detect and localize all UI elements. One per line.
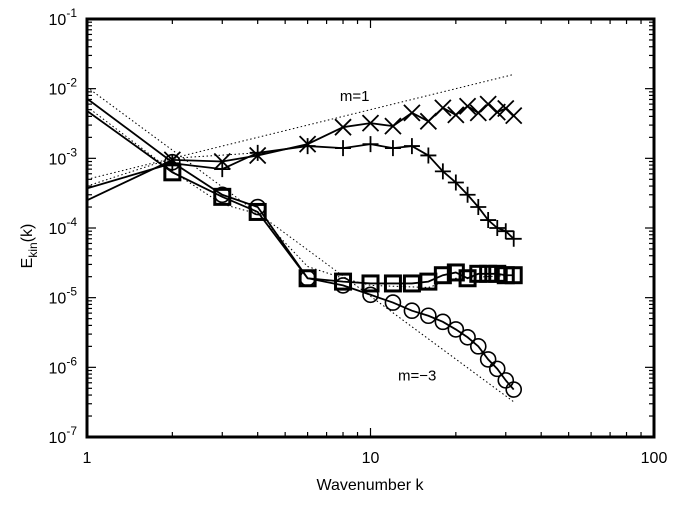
data-point-circle-marker — [362, 286, 379, 304]
data-point-plus-marker — [470, 199, 487, 216]
data-point-circle-marker — [505, 381, 523, 398]
reference-line-m1 — [86, 73, 514, 180]
y-tick-exponent: -6 — [66, 354, 77, 368]
data-point-circle-marker — [420, 307, 437, 325]
y-tick-base: 10 — [49, 430, 67, 447]
data-point-square-marker — [361, 274, 380, 293]
data-point-square-marker — [163, 163, 182, 182]
annotation-0: m=1 — [340, 88, 370, 105]
reference-lines — [86, 73, 515, 403]
y-tick-base: 10 — [49, 82, 67, 99]
y-tick-base: 10 — [49, 151, 67, 168]
y-tick-exponent: -2 — [66, 76, 77, 90]
x-tick-label: 1 — [83, 450, 92, 467]
annotation-layer: m=1 m=−3 — [340, 88, 436, 384]
data-point-plus-marker — [505, 230, 522, 247]
data-point-x-marker — [505, 107, 523, 125]
y-tick-base: 10 — [49, 12, 67, 29]
data-point-plus-marker — [403, 138, 420, 155]
data-point-plus-marker — [447, 174, 464, 191]
series-layer — [86, 95, 523, 398]
data-point-circle-marker — [403, 302, 421, 320]
x-tick-labels: 1 10 100 — [83, 450, 668, 467]
data-point-x-marker — [458, 97, 477, 115]
data-point-plus-marker — [362, 136, 379, 153]
data-point-circle-marker — [459, 328, 476, 346]
data-point-square-marker — [334, 272, 353, 291]
y-tick-label: 10-2 — [49, 76, 78, 99]
y-tick-label: 10-4 — [49, 215, 78, 238]
data-point-plus-marker — [420, 147, 437, 164]
data-point-plus-marker — [497, 223, 514, 240]
series-line-plus — [86, 143, 515, 240]
data-point-x-marker — [419, 112, 438, 130]
data-point-circle-marker — [384, 294, 402, 311]
data-point-x-marker — [434, 99, 452, 117]
y-tick-base: 10 — [49, 221, 67, 238]
data-point-plus-marker — [489, 220, 506, 236]
series-x — [86, 95, 523, 202]
x-tick-label: 100 — [641, 450, 668, 467]
x-tick-label: 10 — [362, 450, 380, 467]
data-point-circle-marker — [488, 360, 506, 378]
data-point-square-marker — [504, 266, 523, 285]
y-axis-title-base: E — [19, 258, 36, 269]
y-tick-label: 10-3 — [49, 145, 78, 168]
y-tick-label: 10-5 — [49, 285, 78, 308]
y-tick-base: 10 — [49, 291, 67, 308]
y-tick-exponent: -3 — [66, 145, 77, 159]
data-point-plus-marker — [434, 163, 451, 180]
data-point-plus-marker — [249, 144, 266, 161]
y-tick-label: 10-6 — [49, 354, 78, 377]
y-tick-base: 10 — [49, 360, 67, 377]
data-point-plus-marker — [335, 140, 352, 157]
data-point-square-marker — [433, 266, 452, 285]
data-point-circle-marker — [447, 321, 465, 338]
data-point-plus-marker — [299, 138, 316, 155]
data-point-square-marker — [298, 269, 317, 288]
data-point-square-marker — [446, 263, 465, 282]
data-point-square-marker — [248, 202, 267, 221]
data-point-x-marker — [334, 118, 352, 136]
data-point-circle-marker — [434, 313, 452, 331]
y-tick-labels: 10-710-610-510-410-310-210-1 — [49, 6, 78, 447]
data-point-plus-marker — [214, 161, 231, 178]
data-point-plus-marker — [459, 186, 476, 203]
tick-layer — [86, 19, 654, 438]
y-tick-label: 10-7 — [49, 424, 78, 447]
data-point-circle-marker — [164, 153, 181, 171]
annotation-1: m=−3 — [398, 367, 436, 384]
x-axis-title: Wavenumber k — [317, 477, 425, 494]
y-tick-label: 10-1 — [49, 6, 78, 29]
data-point-x-marker — [403, 104, 421, 122]
y-tick-exponent: -4 — [66, 215, 77, 229]
data-point-square-marker — [479, 264, 498, 283]
data-point-x-marker — [447, 106, 465, 124]
data-point-x-marker — [488, 103, 506, 121]
data-point-circle-marker — [479, 351, 497, 368]
y-tick-exponent: -5 — [66, 285, 77, 299]
y-tick-exponent: -1 — [66, 6, 77, 20]
y-tick-exponent: -7 — [66, 424, 77, 438]
y-axis-title-sub: kin — [26, 242, 40, 257]
reference-line-m3 — [86, 86, 515, 403]
y-axis-title: Ekin(k) — [19, 224, 40, 269]
data-point-square-marker — [213, 187, 232, 206]
data-point-x-marker — [361, 114, 380, 132]
data-point-x-marker — [384, 117, 402, 135]
data-point-plus-marker — [384, 140, 401, 157]
data-point-plus-marker — [480, 212, 497, 229]
y-axis-title-suffix: (k) — [19, 224, 36, 243]
data-point-circle-marker — [469, 338, 487, 355]
series-plus — [86, 136, 522, 247]
data-point-square-marker — [383, 274, 402, 293]
dotted-overlay-0 — [86, 106, 514, 288]
data-point-square-marker — [469, 264, 488, 283]
